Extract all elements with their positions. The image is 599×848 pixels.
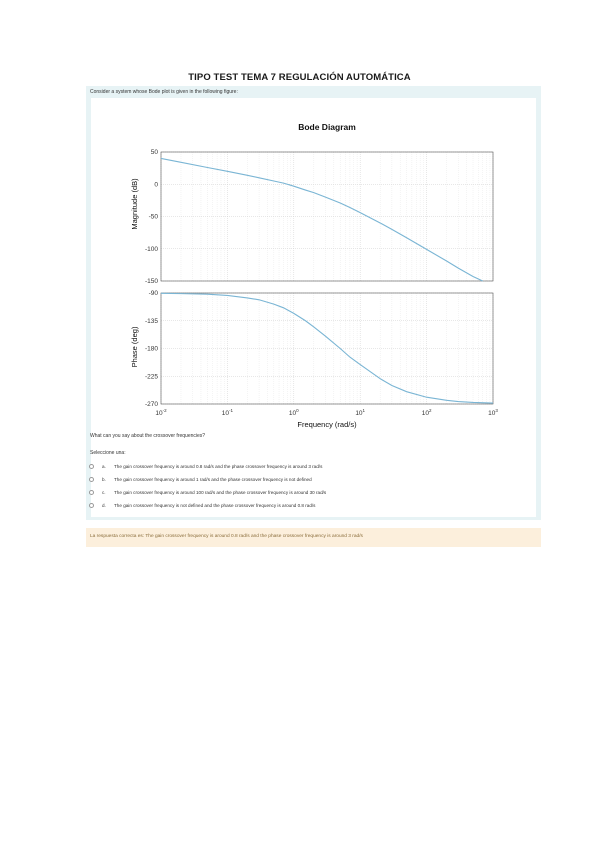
answer-option-a[interactable]: a. The gain crossover frequency is aroun… xyxy=(88,461,528,471)
bode-figure: Bode Diagram 50 0 -50 -100 -150 -90 -135 -180-… xyxy=(91,98,536,517)
question-prompt: What can you say about the crossover fre… xyxy=(90,433,206,439)
feedback-box: La respuesta correcta es: The gain cross… xyxy=(86,528,541,547)
answer-option-b[interactable]: b. The gain crossover frequency is aroun… xyxy=(88,474,528,484)
frequency-xtick-label: 10-2 xyxy=(155,408,167,417)
option-text: The gain crossover frequency is not defi… xyxy=(114,502,316,508)
phase-axes-frame xyxy=(160,292,494,405)
correct-answer-feedback: La respuesta correcta es: The gain cross… xyxy=(90,534,363,539)
mag-ytick-label: -50 xyxy=(149,214,159,221)
option-text: The gain crossover frequency is around 1… xyxy=(114,489,327,495)
page-title: TIPO TEST TEMA 7 REGULACIÓN AUTOMÁTICA xyxy=(188,72,411,83)
frequency-xlabel: Frequency (rad/s) xyxy=(297,420,357,429)
option-letter: d. xyxy=(102,502,106,508)
mag-curve xyxy=(160,157,483,282)
option-letter: a. xyxy=(102,463,106,469)
question-intro: Consider a system whose Bode plot is giv… xyxy=(90,89,238,95)
frequency-xtick-label: 101 xyxy=(355,408,365,417)
phase-ytick-label: -180 xyxy=(145,346,158,353)
phase-ytick-label: -270 xyxy=(145,401,158,408)
magnitude-ylabel: Magnitude (dB) xyxy=(130,178,139,230)
frequency-xtick-label: 10-1 xyxy=(222,408,234,417)
mag-axes-frame xyxy=(160,151,494,282)
mag-ytick-label: 0 xyxy=(154,181,158,188)
option-letter: c. xyxy=(102,489,106,495)
bode-diagram: Bode Diagram 500-50-100-150 -90-135-180-… xyxy=(130,122,498,429)
answer-option-d[interactable]: d. The gain crossover frequency is not d… xyxy=(88,500,528,510)
select-label: Seleccione una: xyxy=(90,450,126,456)
phase-ytick-label: -90 xyxy=(149,290,159,297)
phase-ylabel: Phase (deg) xyxy=(130,326,139,367)
mag-ytick-label: 50 xyxy=(151,149,159,156)
chart-title: Bode Diagram xyxy=(298,122,356,132)
option-text: The gain crossover frequency is around 0… xyxy=(114,463,323,469)
option-text: The gain crossover frequency is around 1… xyxy=(114,476,312,482)
phase-curve xyxy=(160,292,494,404)
radio-a[interactable] xyxy=(89,463,94,469)
radio-c[interactable] xyxy=(89,489,94,495)
phase-ytick-label: -225 xyxy=(145,373,158,380)
answer-option-c[interactable]: c. The gain crossover frequency is aroun… xyxy=(88,487,528,497)
radio-b[interactable] xyxy=(89,476,94,482)
frequency-xtick-label: 102 xyxy=(422,408,432,417)
magnitude-plot: 50 0 -50 -100 -150 xyxy=(145,149,494,285)
frequency-xtick-label: 103 xyxy=(488,408,498,417)
mag-ytick-label: -100 xyxy=(145,246,158,253)
question-box: Consider a system whose Bode plot is giv… xyxy=(86,86,541,520)
radio-d[interactable] xyxy=(89,502,94,508)
frequency-xtick-label: 100 xyxy=(289,408,299,417)
option-letter: b. xyxy=(102,476,106,482)
phase-ytick-label: -135 xyxy=(145,318,158,325)
mag-ytick-label: -150 xyxy=(145,278,158,285)
